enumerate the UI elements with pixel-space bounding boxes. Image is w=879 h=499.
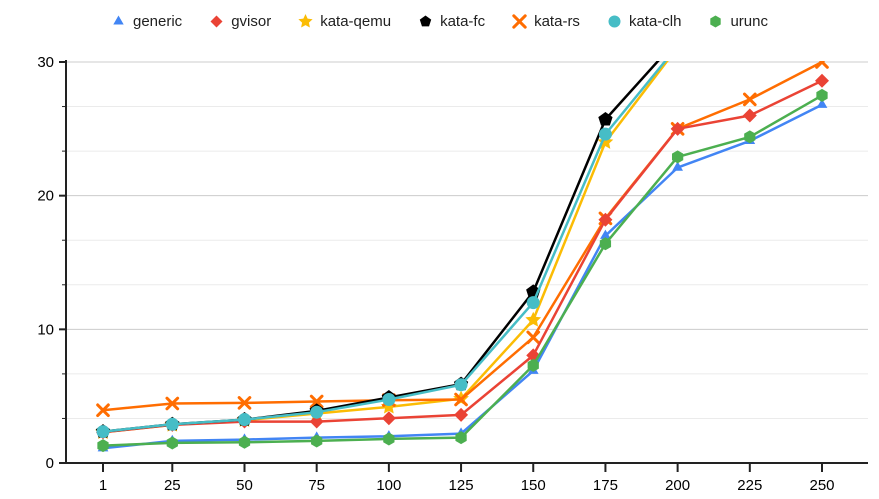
series-marker-urunc — [383, 432, 395, 446]
series-marker-gvisor — [742, 108, 757, 123]
series-marker-gvisor — [309, 414, 324, 429]
series-marker-kata-clh — [237, 413, 251, 427]
series-marker-gvisor — [670, 121, 685, 136]
series-kata-clh — [96, 61, 667, 439]
series-line-urunc — [102, 94, 823, 447]
series-marker-kata-clh — [96, 425, 110, 439]
gridlines — [66, 61, 868, 419]
y-tick-label: 0 — [46, 455, 54, 472]
series-marker-kata-qemu — [380, 398, 397, 414]
series-marker-kata-rs — [815, 61, 829, 69]
series-marker-kata-qemu — [525, 311, 542, 327]
series-marker-generic — [600, 229, 611, 239]
x-tick-label: 50 — [236, 477, 253, 494]
series-kata-fc — [95, 61, 660, 438]
series-marker-gvisor — [815, 73, 829, 88]
series-line-kata-fc — [102, 61, 660, 433]
series-marker-kata-rs — [96, 403, 110, 418]
series-kata-rs — [96, 61, 829, 418]
series-marker-kata-rs — [454, 392, 468, 407]
x-tick-label: 175 — [593, 477, 618, 494]
x-tick-label: 125 — [449, 477, 474, 494]
series-marker-gvisor — [598, 212, 613, 227]
series-marker-kata-clh — [310, 405, 324, 419]
x-tick-label: 75 — [308, 477, 325, 494]
x-tick-label: 150 — [521, 477, 546, 494]
y-tick-label: 20 — [37, 188, 54, 205]
series-marker-urunc — [816, 88, 828, 102]
y-tick-label: 10 — [37, 321, 54, 338]
series-marker-kata-fc — [598, 111, 613, 126]
x-tick-label: 100 — [376, 477, 401, 494]
series-marker-kata-rs — [309, 394, 324, 409]
series-marker-urunc — [238, 435, 251, 449]
series-marker-urunc — [527, 358, 539, 372]
series-marker-kata-clh — [526, 296, 540, 310]
x-tick-label: 250 — [809, 477, 834, 494]
series-marker-gvisor — [454, 407, 469, 422]
series-marker-kata-rs — [742, 92, 757, 107]
series-marker-urunc — [311, 434, 323, 448]
series-marker-kata-clh — [382, 393, 396, 407]
series-marker-urunc — [671, 150, 684, 164]
series-marker-generic — [816, 98, 828, 108]
series-group — [95, 61, 829, 453]
series-marker-kata-clh — [598, 127, 612, 141]
series-marker-kata-clh — [454, 378, 468, 392]
series-marker-kata-rs — [237, 396, 252, 410]
series-marker-urunc — [599, 237, 612, 251]
series-marker-generic — [672, 161, 683, 171]
series-marker-urunc — [455, 431, 467, 445]
y-tick-label: 30 — [37, 54, 54, 71]
x-tick-label: 225 — [737, 477, 762, 494]
series-marker-kata-rs — [526, 330, 541, 345]
x-tick-label: 200 — [665, 477, 690, 494]
series-marker-kata-clh — [165, 417, 179, 431]
series-marker-kata-rs — [165, 396, 180, 411]
series-urunc — [97, 88, 828, 453]
series-marker-urunc — [97, 439, 109, 453]
series-marker-urunc — [744, 130, 756, 144]
series-marker-gvisor — [381, 411, 396, 426]
x-tick-label: 1 — [99, 477, 107, 494]
series-line-kata-rs — [102, 61, 823, 412]
series-marker-urunc — [166, 436, 178, 450]
x-tick-label: 25 — [164, 477, 181, 494]
